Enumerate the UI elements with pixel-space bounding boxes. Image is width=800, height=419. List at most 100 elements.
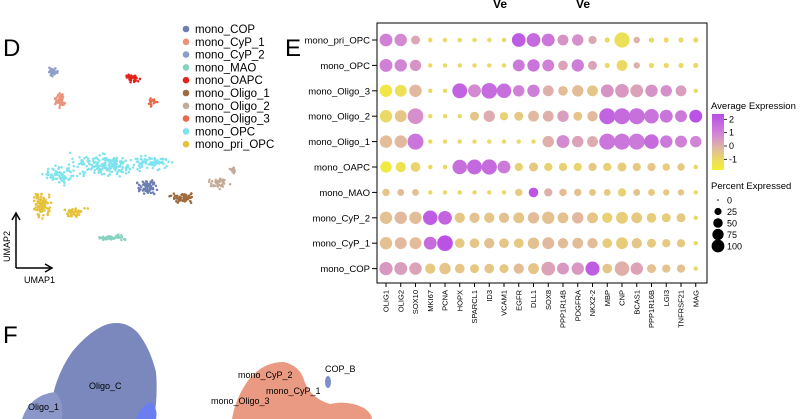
legend-swatch bbox=[182, 140, 190, 148]
dotplot-dot bbox=[693, 37, 699, 43]
size-legend-dot bbox=[714, 207, 722, 216]
umap-point bbox=[43, 209, 46, 212]
umap-point bbox=[207, 180, 211, 183]
umap-point bbox=[183, 200, 187, 203]
dotplot-dot bbox=[604, 62, 610, 68]
umap-point bbox=[110, 170, 114, 174]
umap-point bbox=[32, 199, 36, 203]
umap-point bbox=[118, 160, 122, 163]
dotplot-dot bbox=[379, 84, 393, 97]
umap-point bbox=[137, 189, 141, 193]
umap-point bbox=[145, 166, 149, 170]
color-legend-tick-label: 2 bbox=[729, 114, 734, 124]
dotplot-row-label: mono_COP bbox=[320, 264, 370, 275]
umap-point bbox=[41, 200, 45, 204]
umap-point bbox=[60, 165, 63, 169]
color-legend-tick-label: 1 bbox=[729, 128, 734, 138]
umap-point bbox=[41, 172, 44, 176]
umap-point bbox=[34, 206, 37, 209]
dotplot-gene-label: OLIG2 bbox=[396, 290, 405, 312]
umap-point bbox=[95, 163, 99, 167]
dotplot-dot bbox=[452, 159, 468, 175]
dotplot-dot bbox=[452, 83, 468, 99]
umap-point bbox=[69, 177, 72, 180]
dotplot-dot bbox=[379, 261, 393, 276]
dotplot-dot bbox=[557, 212, 569, 224]
umap-point bbox=[141, 160, 145, 163]
dotplot-dot bbox=[497, 160, 511, 174]
umap-point bbox=[172, 197, 176, 201]
dotplot-dot bbox=[589, 188, 596, 196]
dotplot-dot bbox=[662, 264, 671, 273]
size-legend-title: Percent Expressed bbox=[711, 181, 791, 192]
umap-point bbox=[43, 201, 47, 205]
dotplot-dot bbox=[617, 188, 627, 197]
dotplot-dot bbox=[662, 239, 671, 248]
umap-point bbox=[78, 172, 82, 175]
umap-point bbox=[56, 99, 60, 102]
dotplot-dot bbox=[693, 164, 698, 170]
dotplot-dot bbox=[409, 59, 422, 72]
dotplot-dot bbox=[693, 240, 698, 246]
umap-point bbox=[121, 170, 125, 174]
umap-point bbox=[121, 167, 124, 171]
umap-point bbox=[157, 161, 160, 165]
dotplot-dot bbox=[571, 262, 584, 275]
dotplot-gene-label: NKX2-2 bbox=[588, 290, 597, 316]
umap-point bbox=[128, 167, 132, 171]
dotplot-gene-label: SOX10 bbox=[411, 290, 420, 314]
umap-point bbox=[72, 169, 75, 172]
umap-point bbox=[108, 167, 111, 170]
umap-point bbox=[86, 157, 90, 160]
dotplot-dot bbox=[472, 37, 477, 43]
dotplot-row-label: mono_CyP_2 bbox=[312, 213, 370, 224]
umap-point bbox=[68, 214, 72, 218]
dotplot-dot bbox=[382, 188, 390, 197]
dotplot-dot bbox=[557, 238, 569, 249]
umap-point bbox=[59, 93, 63, 97]
umap-point bbox=[95, 156, 98, 159]
dotplot-dot bbox=[454, 212, 465, 223]
dotplot-dot bbox=[647, 162, 656, 172]
dotplot-dot bbox=[409, 211, 422, 224]
umap-point bbox=[78, 155, 81, 159]
dotplot-dot bbox=[469, 212, 480, 223]
umap-point bbox=[47, 207, 50, 211]
umap-point bbox=[85, 164, 89, 168]
umap-point bbox=[47, 167, 50, 171]
dotplot-dot bbox=[454, 263, 465, 274]
dotplot-dot bbox=[604, 37, 610, 43]
umap-point bbox=[170, 161, 174, 164]
umap-point bbox=[45, 173, 48, 176]
legend-swatch bbox=[182, 25, 190, 33]
dotplot-dot bbox=[425, 263, 436, 274]
umap-point bbox=[52, 72, 56, 75]
umap-point bbox=[85, 155, 88, 159]
umap-point bbox=[39, 198, 43, 202]
umap-point bbox=[208, 178, 211, 182]
umap-point bbox=[145, 180, 149, 183]
umap-point bbox=[51, 178, 54, 181]
legend-swatch bbox=[182, 128, 190, 135]
dotplot-dot bbox=[614, 261, 630, 276]
umap-point bbox=[142, 192, 146, 195]
dotplot-dot bbox=[483, 110, 495, 122]
umap-point bbox=[151, 187, 155, 191]
umap-point bbox=[43, 198, 46, 202]
umap-point bbox=[46, 212, 49, 216]
dotplot-dot bbox=[442, 113, 448, 119]
dotplot-dot bbox=[572, 135, 584, 148]
dotplot-dot bbox=[467, 159, 482, 175]
umap-point bbox=[55, 171, 59, 174]
umap-point bbox=[86, 159, 90, 163]
dotplot-dot bbox=[484, 212, 495, 223]
umap-point bbox=[141, 180, 145, 184]
umap-point bbox=[128, 78, 131, 81]
dotplot-dot bbox=[587, 212, 598, 224]
umap-point bbox=[74, 213, 77, 217]
umap-point bbox=[83, 156, 86, 160]
umap-point bbox=[58, 106, 61, 109]
umap-point bbox=[144, 154, 147, 157]
